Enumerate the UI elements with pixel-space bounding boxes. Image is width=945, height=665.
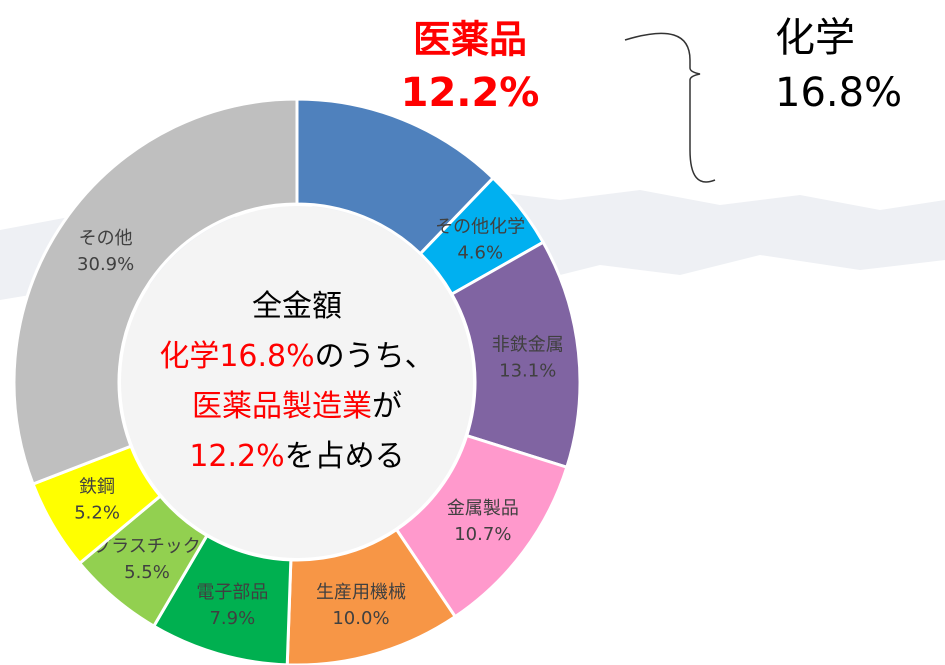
donut-segment	[12, 97, 299, 486]
segment-value: 10.0%	[332, 608, 389, 629]
donut-hole	[121, 206, 473, 558]
center-text-part: 化学16.8%	[159, 339, 314, 374]
segment-value: 7.9%	[209, 608, 255, 629]
annotation-label: 化学	[775, 15, 855, 61]
center-text-part: が	[372, 389, 402, 424]
center-text-part: 医薬品製造業	[192, 389, 372, 424]
center-text-part: 12.2%	[189, 439, 284, 474]
segment-value: 13.1%	[499, 361, 556, 382]
segment-label: 鉄鋼	[79, 477, 115, 498]
segment-value: 30.9%	[77, 254, 134, 275]
segment-value: 5.5%	[124, 562, 170, 583]
center-text: 化学16.8%のうち、	[159, 339, 434, 374]
segment-label: 電子部品	[196, 582, 268, 603]
center-text: 医薬品製造業が	[192, 389, 402, 424]
segment-label: プラスチック	[93, 536, 201, 557]
highlight-value: 12.2%	[401, 70, 540, 116]
center-text-part: を占める	[285, 439, 405, 474]
brace	[624, 32, 716, 183]
center-text-part: 全金額	[252, 289, 342, 324]
segment-label: その他化学	[435, 217, 525, 238]
annotation-value: 16.8%	[775, 70, 902, 116]
segment-value: 4.6%	[457, 243, 503, 264]
segment-value: 5.2%	[74, 503, 120, 524]
center-text: 12.2%を占める	[189, 439, 404, 474]
segment-label: 生産用機械	[316, 582, 406, 603]
segment-label: その他	[79, 228, 133, 249]
segment-label: 金属製品	[447, 498, 519, 519]
center-text-part: のうち、	[315, 339, 435, 374]
highlight-category: 医薬品	[413, 18, 527, 62]
center-text: 全金額	[252, 289, 342, 324]
segment-value: 10.7%	[454, 524, 511, 545]
segment-label: 非鉄金属	[492, 335, 564, 356]
